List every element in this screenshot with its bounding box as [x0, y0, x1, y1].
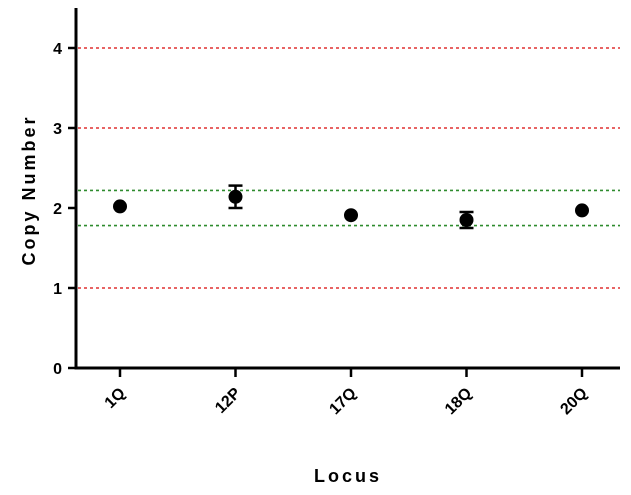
y-tick-label: 3: [53, 121, 62, 138]
data-point-1q: [113, 199, 127, 214]
y-tick-label: 4: [53, 41, 62, 58]
x-tick-label: 17Q: [326, 385, 359, 418]
y-tick-label: 0: [53, 361, 62, 378]
y-ticks: 0 1 2 3 4: [53, 41, 76, 378]
data-point-12p: [228, 184, 243, 210]
point-marker: [344, 208, 358, 223]
y-tick-label: 1: [53, 281, 62, 298]
x-tick-label: 20Q: [557, 385, 590, 418]
y-axis-title: Copy Number: [19, 114, 39, 265]
reference-lines: [78, 47, 620, 289]
x-ticks: 1Q 12P 17Q 18Q 20Q: [102, 368, 591, 418]
x-tick-label: 18Q: [442, 385, 475, 418]
axes: [74, 8, 620, 370]
data-point-17q: [344, 208, 358, 223]
point-marker: [228, 189, 243, 204]
y-tick-label: 2: [53, 201, 62, 218]
x-tick-label: 1Q: [102, 385, 129, 412]
point-marker: [459, 213, 474, 227]
x-axis-title: Locus: [314, 466, 382, 486]
data-points: [113, 184, 589, 230]
data-point-20q: [575, 203, 589, 218]
x-tick-label: 12P: [212, 385, 244, 417]
data-point-18q: [459, 210, 474, 230]
point-marker: [575, 203, 589, 218]
point-marker: [113, 199, 127, 214]
